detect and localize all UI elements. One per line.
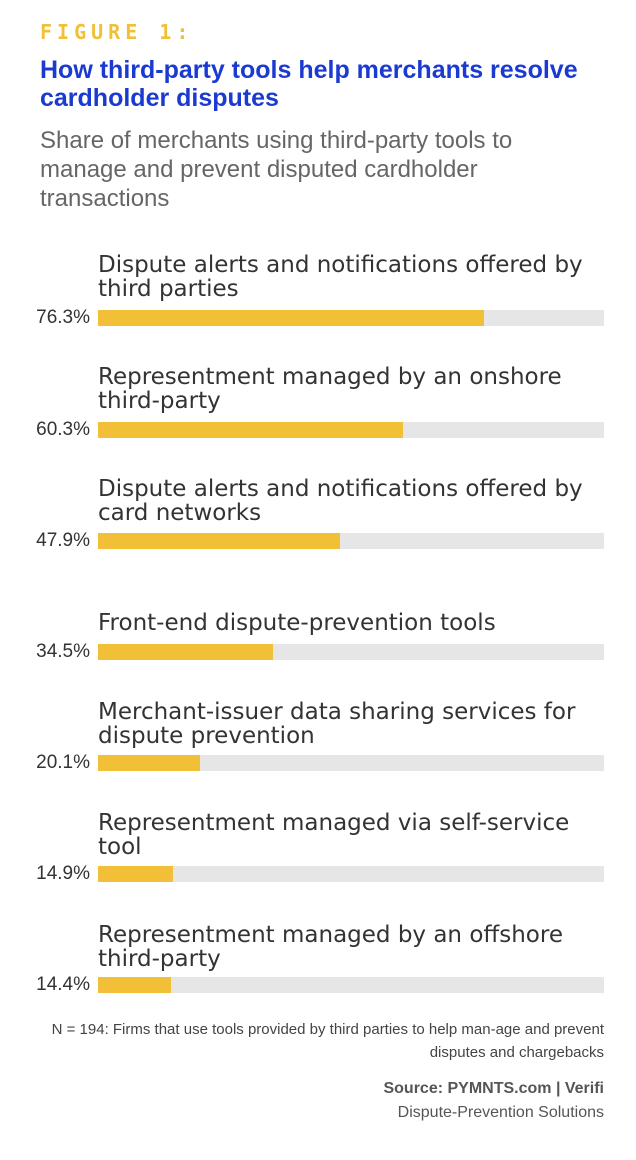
bar <box>98 866 174 882</box>
bar-track <box>98 866 604 882</box>
chart-subtitle: Share of merchants using third-party too… <box>40 127 513 212</box>
value-label: 20.1% <box>36 752 90 773</box>
bar-track <box>98 422 604 438</box>
category-label: Dispute alerts and notifications offered… <box>98 476 583 526</box>
value-label: 34.5% <box>36 641 90 662</box>
bar <box>98 755 200 771</box>
bar <box>98 977 171 993</box>
bar-track <box>98 533 604 549</box>
bar <box>98 422 404 438</box>
value-label: 14.9% <box>36 863 90 884</box>
bar <box>98 533 341 549</box>
category-label: Representment managed by an onshore thir… <box>98 364 562 414</box>
value-label: 14.4% <box>36 974 90 995</box>
bar-track <box>98 310 604 326</box>
source-line: Source: PYMNTS.com | Verifi <box>383 1080 604 1097</box>
figure-label: FIGURE 1: <box>40 20 194 44</box>
category-label: Representment managed via self-service t… <box>98 810 570 860</box>
value-label: 76.3% <box>36 307 90 328</box>
sample-note: N = 194: Firms that use tools provided b… <box>51 1021 604 1061</box>
category-label: Dispute alerts and notifications offered… <box>98 252 583 302</box>
value-label: 60.3% <box>36 419 90 440</box>
bar <box>98 310 485 326</box>
source-subline: Dispute-Prevention Solutions <box>397 1104 604 1121</box>
category-label: Representment managed by an offshore thi… <box>98 922 563 972</box>
value-label: 47.9% <box>36 530 90 551</box>
chart-title: How third-party tools help merchants res… <box>40 56 578 112</box>
bar-track <box>98 755 604 771</box>
bar-track <box>98 644 604 660</box>
bar-track <box>98 977 604 993</box>
bar <box>98 644 273 660</box>
category-label: Merchant-issuer data sharing services fo… <box>98 699 576 749</box>
category-label: Front-end dispute-prevention tools <box>98 610 496 636</box>
